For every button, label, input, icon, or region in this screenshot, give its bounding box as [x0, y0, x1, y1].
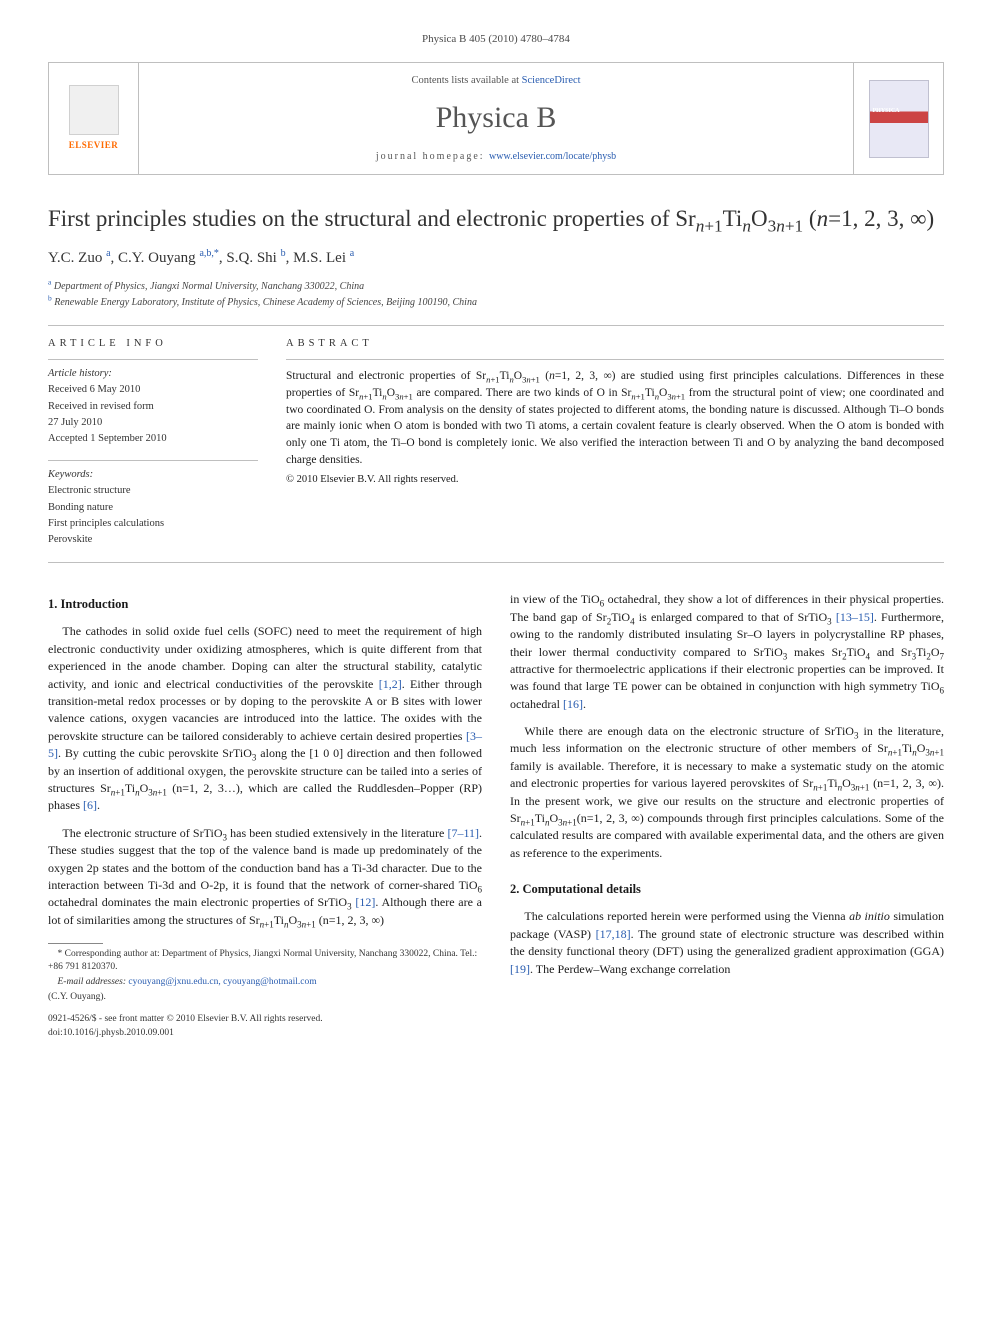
body-paragraph: The cathodes in solid oxide fuel cells (… — [48, 623, 482, 814]
journal-header: ELSEVIER Contents lists available at Sci… — [48, 62, 944, 175]
section-heading-intro: 1. Introduction — [48, 595, 482, 613]
keyword: Electronic structure — [48, 483, 258, 498]
article-title: First principles studies on the structur… — [48, 203, 944, 234]
journal-name: Physica B — [436, 96, 557, 140]
body-paragraph: The calculations reported herein were pe… — [510, 908, 944, 978]
abstract-copyright: © 2010 Elsevier B.V. All rights reserved… — [286, 472, 944, 487]
email-label: E-mail addresses: — [58, 977, 127, 987]
homepage-link[interactable]: www.elsevier.com/locate/physb — [489, 151, 616, 162]
body-paragraph: in view of the TiO6 octahedral, they sho… — [510, 591, 944, 713]
abstract-text: Structural and electronic properties of … — [286, 368, 944, 468]
email-line: E-mail addresses: cyouyang@jxnu.edu.cn, … — [48, 976, 482, 989]
affiliation-a: a Department of Physics, Jiangxi Normal … — [48, 280, 944, 295]
article-info-column: ARTICLE INFO Article history: Received 6… — [48, 336, 258, 548]
body-paragraph: The electronic structure of SrTiO3 has b… — [48, 825, 482, 929]
affiliation-b: b Renewable Energy Laboratory, Institute… — [48, 296, 944, 311]
affiliations: a Department of Physics, Jiangxi Normal … — [48, 280, 944, 311]
publisher-name: ELSEVIER — [69, 139, 119, 152]
keyword: Bonding nature — [48, 500, 258, 515]
homepage-prefix: journal homepage: — [376, 151, 489, 162]
affil-text: Department of Physics, Jiangxi Normal Un… — [54, 281, 364, 292]
keyword: First principles calculations — [48, 516, 258, 531]
divider — [286, 359, 944, 360]
email-addresses[interactable]: cyouyang@jxnu.edu.cn, cyouyang@hotmail.c… — [128, 977, 316, 987]
divider — [48, 562, 944, 563]
history-label: Article history: — [48, 366, 258, 381]
contents-prefix: Contents lists available at — [411, 75, 521, 86]
section-heading-computational: 2. Computational details — [510, 880, 944, 898]
footnote-separator — [48, 943, 103, 944]
footnote-block: * Corresponding author at: Department of… — [48, 943, 482, 1041]
contents-line: Contents lists available at ScienceDirec… — [411, 73, 580, 88]
abstract-heading: ABSTRACT — [286, 336, 944, 351]
doi-line: doi:10.1016/j.physb.2010.09.001 — [48, 1027, 482, 1041]
divider — [48, 460, 258, 461]
elsevier-tree-icon — [69, 85, 119, 135]
sciencedirect-link[interactable]: ScienceDirect — [522, 75, 581, 86]
history-item: Accepted 1 September 2010 — [48, 431, 258, 446]
article-info-heading: ARTICLE INFO — [48, 336, 258, 351]
corresponding-author-note: * Corresponding author at: Department of… — [48, 948, 482, 974]
history-item: 27 July 2010 — [48, 415, 258, 430]
body-paragraph: While there are enough data on the elect… — [510, 723, 944, 862]
email-person: (C.Y. Ouyang). — [48, 991, 482, 1004]
abstract-column: ABSTRACT Structural and electronic prope… — [286, 336, 944, 548]
keywords-block: Keywords: Electronic structure Bonding n… — [48, 460, 258, 547]
history-item: Received in revised form — [48, 399, 258, 414]
divider — [48, 359, 258, 360]
keyword: Perovskite — [48, 532, 258, 547]
header-center: Contents lists available at ScienceDirec… — [139, 63, 853, 174]
affil-sup: a — [48, 278, 51, 287]
affil-text: Renewable Energy Laboratory, Institute o… — [54, 297, 477, 308]
keywords-label: Keywords: — [48, 467, 258, 482]
journal-cover — [853, 63, 943, 174]
publisher-logo: ELSEVIER — [49, 63, 139, 174]
cover-thumbnail-icon — [869, 80, 929, 158]
homepage-line: journal homepage: www.elsevier.com/locat… — [376, 150, 616, 165]
issn-line: 0921-4526/$ - see front matter © 2010 El… — [48, 1013, 482, 1027]
body-two-column: 1. Introduction The cathodes in solid ox… — [48, 591, 944, 1041]
divider — [48, 325, 944, 326]
author-list: Y.C. Zuo a, C.Y. Ouyang a,b,*, S.Q. Shi … — [48, 248, 944, 270]
history-item: Received 6 May 2010 — [48, 382, 258, 397]
journal-reference: Physica B 405 (2010) 4780–4784 — [48, 32, 944, 48]
info-abstract-row: ARTICLE INFO Article history: Received 6… — [48, 336, 944, 548]
affil-sup: b — [48, 294, 52, 303]
